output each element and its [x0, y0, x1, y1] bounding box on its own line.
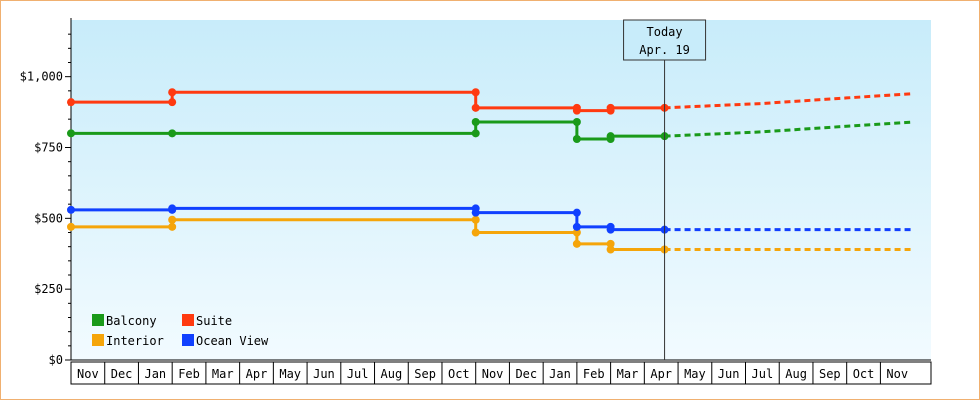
month-label: Jan	[549, 367, 571, 381]
plot-background	[71, 20, 931, 360]
legend-swatch	[92, 334, 104, 346]
y-axis: $0 $250 $500 $750 $1,000	[20, 18, 72, 367]
data-point	[606, 225, 615, 234]
data-point	[572, 239, 581, 248]
month-label: Nov	[482, 367, 504, 381]
data-point	[67, 222, 75, 231]
month-label: Jul	[752, 367, 774, 381]
data-point	[606, 239, 615, 248]
data-point	[572, 118, 581, 126]
legend-label: Ocean View	[196, 334, 269, 348]
data-point	[67, 129, 75, 138]
legend: Balcony Suite Interior Ocean View	[92, 314, 269, 348]
data-point	[606, 132, 615, 141]
data-point	[471, 228, 480, 237]
month-strip	[70, 361, 932, 385]
month-label: Dec	[515, 367, 537, 381]
month-label: Mar	[617, 367, 639, 381]
data-point	[67, 98, 75, 107]
today-marker: Today Apr. 19	[623, 19, 707, 360]
data-point	[606, 103, 615, 112]
data-point	[471, 103, 480, 112]
month-label: Feb	[583, 367, 605, 381]
month-label: Jan	[144, 367, 166, 381]
month-label: May	[279, 367, 301, 381]
legend-swatch	[182, 334, 194, 346]
data-point	[471, 208, 480, 217]
month-label: Dec	[111, 367, 133, 381]
data-point	[168, 129, 177, 138]
data-point	[168, 222, 177, 231]
data-point	[606, 245, 615, 254]
data-point	[168, 88, 177, 97]
y-tick-label: $1,000	[20, 70, 63, 84]
legend-label: Suite	[196, 314, 232, 328]
data-point	[168, 98, 177, 107]
month-label: Aug	[785, 367, 807, 381]
data-point	[168, 204, 177, 213]
month-label: May	[684, 367, 706, 381]
data-point	[572, 106, 581, 115]
data-point	[67, 205, 75, 214]
month-label: Apr	[246, 367, 268, 381]
month-label: Aug	[381, 367, 403, 381]
y-tick-label: $250	[34, 282, 63, 296]
y-tick-label: $500	[34, 211, 63, 225]
legend-swatch	[182, 314, 194, 326]
data-point	[572, 135, 581, 143]
month-label: Oct	[448, 367, 470, 381]
data-point	[572, 208, 581, 217]
y-tick-label: $750	[34, 141, 63, 155]
month-label: Feb	[178, 367, 200, 381]
legend-label: Interior	[106, 334, 164, 348]
month-label: Nov	[886, 367, 908, 381]
today-date-label: Apr. 19	[639, 43, 690, 57]
month-label: Oct	[853, 367, 875, 381]
month-label: Mar	[212, 367, 234, 381]
data-point	[471, 215, 480, 224]
month-label: Apr	[650, 367, 672, 381]
data-point	[471, 129, 480, 138]
data-point	[471, 88, 480, 97]
month-label: Sep	[819, 367, 841, 381]
month-label: Jul	[347, 367, 369, 381]
today-label: Today	[647, 25, 683, 39]
legend-label: Balcony	[106, 314, 157, 328]
month-label: Jun	[313, 367, 335, 381]
data-point	[572, 222, 581, 231]
y-tick-label: $0	[49, 353, 63, 367]
data-point	[572, 228, 581, 237]
data-point	[471, 118, 480, 126]
series-layer	[67, 88, 915, 254]
legend-swatch	[92, 314, 104, 326]
month-label: Jun	[718, 367, 740, 381]
month-label: Sep	[414, 367, 436, 381]
x-axis: Nov Dec Jan Feb Mar Apr May Jun Jul Aug Sep Oct Nov D…	[70, 359, 932, 385]
month-label: Nov	[77, 367, 99, 381]
data-point	[168, 215, 177, 224]
today-box	[623, 19, 707, 61]
